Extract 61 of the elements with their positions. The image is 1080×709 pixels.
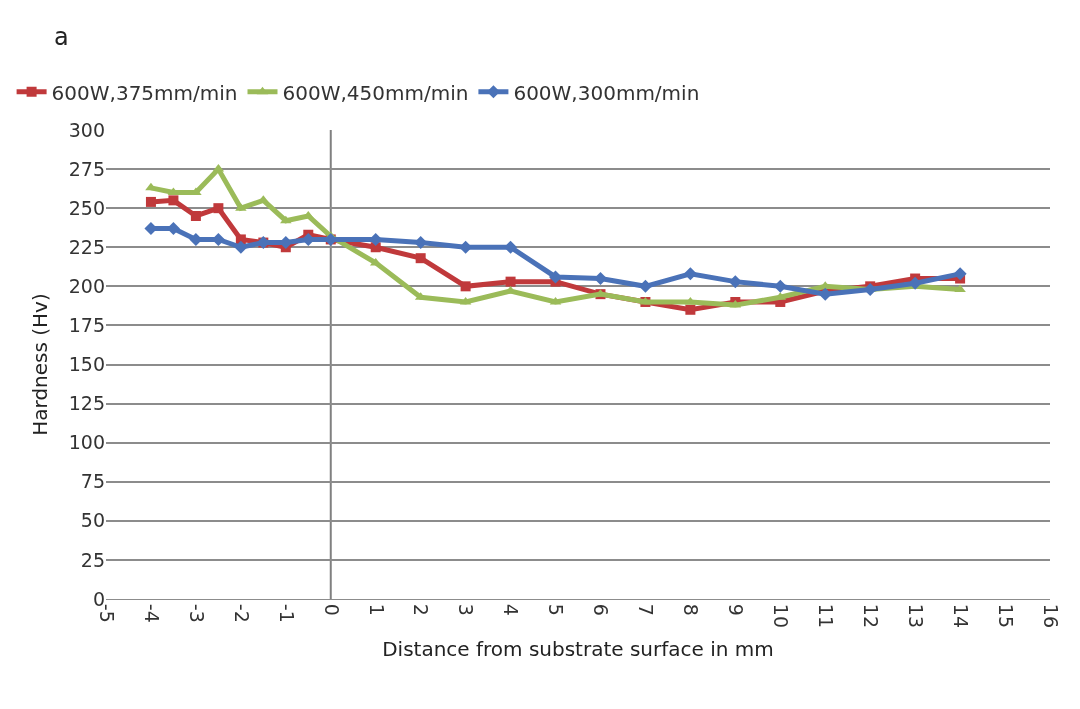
y-tick-label: 275 (68, 157, 105, 180)
point (414, 236, 428, 250)
x-tick-label: 14 (949, 603, 972, 628)
point (908, 276, 922, 290)
x-tick-label: 4 (500, 603, 523, 616)
y-tick-label: 225 (68, 235, 105, 258)
x-tick-label: -4 (140, 603, 163, 623)
point (683, 267, 697, 281)
y-tick-label: 125 (68, 392, 105, 415)
x-tick-label: 7 (635, 603, 658, 616)
point (234, 240, 248, 254)
legend-label: 600W,450mm/min (282, 80, 469, 105)
x-tick-label: -2 (230, 603, 253, 623)
x-tick-label: 12 (860, 603, 883, 628)
point (504, 240, 518, 254)
legend-label: 600W,300mm/min (513, 80, 700, 105)
y-tick-label: 50 (80, 509, 105, 532)
x-tick-label: 8 (680, 603, 703, 616)
x-tick-label: 15 (994, 603, 1017, 628)
point (638, 279, 652, 293)
point (415, 253, 426, 264)
point (818, 287, 832, 301)
x-tick-label: -1 (275, 603, 298, 623)
x-tick-label: -3 (185, 603, 208, 623)
point (369, 232, 383, 246)
point (190, 210, 201, 221)
y-tick-label: 175 (68, 314, 105, 337)
x-tick-label: 11 (815, 603, 838, 628)
y-tick-label: 300 (68, 118, 105, 141)
point (460, 281, 471, 292)
point (953, 267, 967, 281)
point (505, 276, 516, 287)
chart-title: a (54, 23, 69, 52)
point (168, 195, 179, 206)
x-tick-label: 2 (410, 603, 433, 616)
point (685, 304, 696, 315)
y-tick-label: 250 (68, 196, 105, 219)
y-tick-label: 200 (68, 274, 105, 297)
y-tick-label: 75 (80, 470, 105, 493)
x-tick-label: 3 (455, 603, 478, 616)
y-axis-title: Hardness (Hv) (28, 293, 53, 436)
point (280, 215, 292, 224)
x-tick-label: 6 (590, 603, 613, 616)
point (773, 279, 787, 293)
x-tick-label: 16 (1039, 603, 1062, 628)
point (145, 196, 156, 207)
x-axis-title: Distance from substrate surface in mm (382, 637, 774, 662)
x-tick-label: 5 (545, 603, 568, 616)
x-tick-label: 1 (365, 603, 388, 616)
x-tick-label: 0 (320, 603, 343, 616)
legend-label: 600W,375mm/min (51, 80, 238, 105)
x-tick-label: 13 (904, 603, 927, 628)
x-tick-label: 9 (725, 603, 748, 616)
y-tick-label: 150 (68, 353, 105, 376)
point (301, 232, 315, 246)
y-tick-label: 100 (68, 431, 105, 454)
point (863, 282, 877, 296)
point (213, 203, 224, 214)
y-tick-label: 25 (80, 548, 105, 571)
x-tick-label: 10 (770, 603, 793, 628)
point (728, 275, 742, 289)
